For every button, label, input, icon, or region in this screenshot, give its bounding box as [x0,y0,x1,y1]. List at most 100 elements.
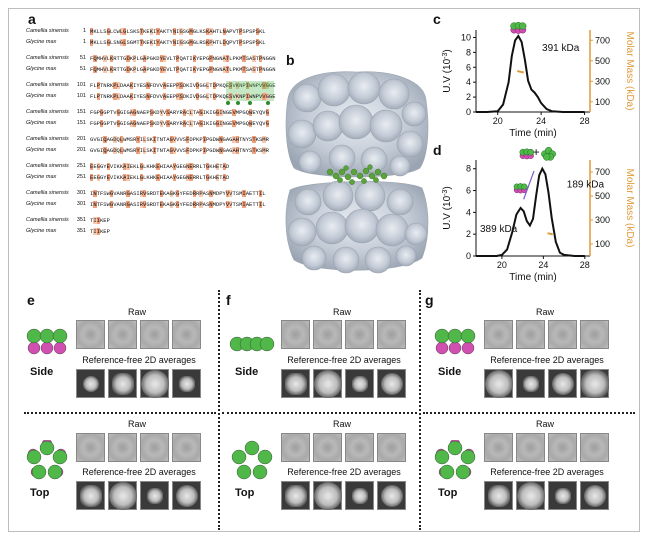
y-tick-label: 2 [466,92,471,102]
averages-header: Reference-free 2D averages [82,467,196,477]
x-axis-label: Time (min) [509,128,556,139]
sequence-text: TIIKEP [90,217,110,224]
average-density [178,375,195,392]
lower-ring-surface [285,180,429,274]
class-average-image [484,369,513,398]
x-tick-label: 20 [497,260,507,270]
x-tick-label: 20 [493,116,503,126]
species-name: Camellia sinensis [26,109,69,115]
average-density [111,372,134,395]
divider-g-rows [423,412,635,414]
class-average-image [76,481,105,510]
class-average-image [345,369,374,398]
ring-icon-green [541,146,556,161]
molar-mass-segment [517,70,525,74]
conserved-residue-marker [236,101,240,105]
y2-tick-label: 500 [595,56,610,66]
plus-sign: + [533,145,540,159]
y2-axis-label: Molar Mass (kDa) [624,169,635,248]
subunit-green [39,328,55,344]
subunit-green [434,449,450,465]
raw-particle-image [76,433,105,462]
divider-e-f [218,290,220,530]
sequence-text: FQMHVLKRTTGDKPLGAPGKDYEVLTPQATIKYEPGPNGN… [90,66,276,73]
sequence-text: EEGGYEVIKKAIEKLGLKHKEHIAAYGEGNERRLTGKHET… [90,174,230,181]
y-tick-label: 8 [466,47,471,57]
species-name: Camellia sinensis [26,190,69,196]
average-density [551,372,574,395]
average-density [554,487,571,504]
species-name: Glycine max [26,93,57,99]
species-name: Glycine max [26,174,57,180]
residue-number: 51 [79,55,86,61]
protein-structure-render [285,71,429,274]
sequence-text: FLPTNRKPLDAAKIYESNFDVVAEEPPSDKIVDGGLTDPK… [90,93,276,100]
subunit-green [26,328,42,344]
raw-header: Raw [535,419,554,429]
divider-e-rows [24,412,216,414]
average-density [175,484,198,507]
y2-tick-label: 100 [595,239,610,249]
side-view-icon [229,336,275,352]
average-density [284,484,307,507]
average-density [351,375,368,392]
raw-particle-image [281,320,310,349]
figure-frame [8,8,640,532]
species-name: Camellia sinensis [26,163,69,169]
average-density [140,369,169,398]
x-tick-label: 28 [580,260,590,270]
conserved-residue-marker [226,101,230,105]
y-axis-label: U.V (10-3) [442,49,454,92]
y2-tick-label: 100 [595,97,610,107]
class-average-image [548,481,577,510]
side-view-label: Side [438,366,462,378]
mass-annotation: 391 kDa [542,43,580,54]
subunit-green [460,328,476,344]
subunit-green [52,449,68,465]
subunit-green [257,449,273,465]
raw-particle-image [345,433,374,462]
raw-particle-image [345,320,374,349]
sequence-text: GVGIQAGDQLWMSRYILSKITNTAGVVVSFDPKPIPGDWN… [90,136,269,143]
species-name: Camellia sinensis [26,55,69,61]
sequence-alignment: Camellia sinensis 1 MKLLSGLCWLGLSKSTKEKIYA… [26,28,278,273]
average-density [380,372,403,395]
species-name: Glycine max [26,147,57,153]
class-average-image [281,481,310,510]
panel-label-b: b [286,52,295,68]
sequence-text: INTFSWGVANRGASIRVGRDTEKAGKGYFEDRRPASNMDP… [90,190,266,197]
conserved-residue-marker [266,101,270,105]
sequence-text: MKLLSGLSNGLSGMTTKEKIYAKTYNIGSGMGLRSKPHTL… [90,39,266,46]
top-view-icon [231,440,273,480]
molar-mass-segment [547,232,553,236]
raw-particle-image [76,320,105,349]
raw-particle-image [548,433,577,462]
upper-ring-surface [285,71,429,178]
species-name: Camellia sinensis [26,217,69,223]
raw-particle-image [140,320,169,349]
average-density [79,484,102,507]
sequence-text: FQMHVLKRTTGDKPLGAPGKDYEVLTPQATIKYEPGPNGN… [90,55,276,62]
subunit-green [26,449,42,465]
subunit-green [455,464,471,480]
average-density [284,372,307,395]
average-density [522,375,539,392]
class-average-image [580,481,609,510]
panel-label-g: g [425,292,434,308]
conserved-residue-marker [248,101,252,105]
class-average-image [580,369,609,398]
y-tick-label: 4 [466,77,471,87]
y-tick-label: 8 [466,164,471,174]
y-axis-label: U.V (10-3) [442,186,454,229]
average-density [108,481,137,510]
top-view-label: Top [235,487,255,499]
raw-header: Raw [332,419,351,429]
raw-particle-image [172,320,201,349]
average-density [313,481,342,510]
class-average-image [281,369,310,398]
species-name: Glycine max [26,120,57,126]
raw-particle-image [313,433,342,462]
y-tick-label: 6 [466,62,471,72]
average-density [487,484,510,507]
species-name: Glycine max [26,39,57,45]
